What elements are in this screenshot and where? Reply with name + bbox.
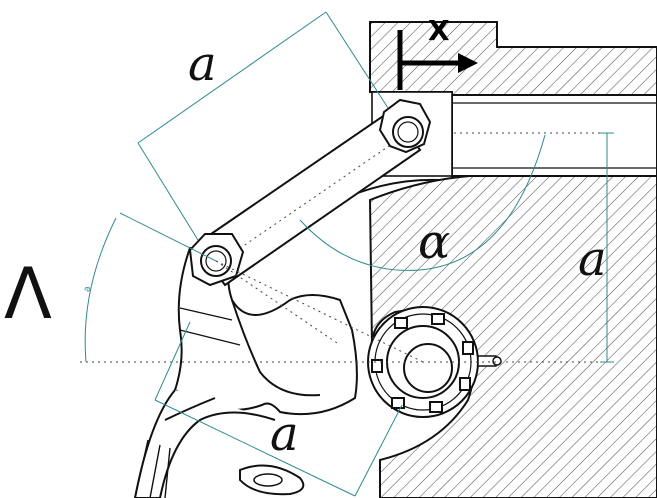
lambda-label: Λ xyxy=(4,253,52,335)
dimension-a-right: a xyxy=(578,231,607,287)
dimension-a-top: a xyxy=(188,36,217,92)
dimension-a-bottom: a xyxy=(270,406,299,462)
small-dimension-label: a xyxy=(82,286,93,293)
top-pivot xyxy=(378,98,432,154)
left-pivot xyxy=(188,233,245,287)
x-axis-label: X xyxy=(428,14,450,47)
reference-lines xyxy=(80,260,612,363)
x-axis-indicator: X xyxy=(397,14,478,90)
dimension-lines xyxy=(84,11,614,497)
angle-alpha-label: α xyxy=(418,214,450,270)
